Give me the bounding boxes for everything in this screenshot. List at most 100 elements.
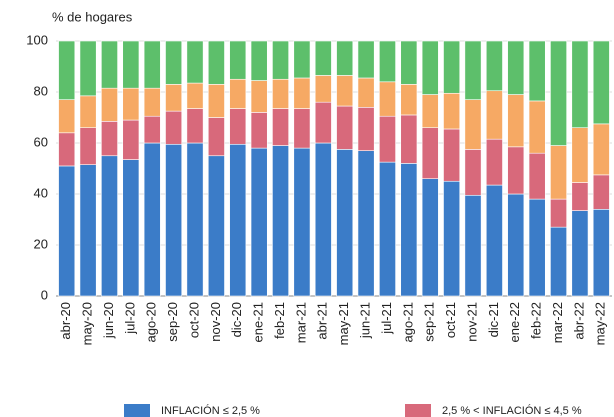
bar-segment — [79, 164, 97, 297]
bar-segment — [314, 40, 332, 76]
bar-segment — [443, 128, 461, 182]
bar-segment — [357, 150, 375, 297]
x-tick-label: mar-22 — [550, 302, 565, 343]
bar-segment — [165, 40, 183, 85]
bar-segment — [400, 114, 418, 164]
x-tick-label: dic-20 — [229, 302, 244, 337]
bar-segment — [485, 184, 503, 297]
x-tick-label: oct-20 — [186, 302, 201, 338]
bar-segment — [122, 40, 140, 89]
bar-segment — [421, 127, 439, 179]
bar-segment — [314, 75, 332, 103]
bar-segment — [272, 40, 289, 80]
bar-segment — [165, 84, 183, 112]
x-tick-label: dic-21 — [486, 302, 501, 337]
bar-segment — [272, 108, 289, 146]
bar-segment — [571, 127, 589, 183]
bar-segment — [336, 75, 354, 107]
bar-segment — [464, 149, 482, 196]
bar-segment — [379, 40, 396, 83]
bar-segment — [272, 78, 289, 109]
bar-segment — [550, 226, 567, 297]
x-tick-label: sep-21 — [422, 302, 437, 342]
bar-segment — [122, 119, 140, 160]
bar-segment — [272, 145, 289, 297]
bar-segment — [143, 142, 161, 297]
bar-segment — [79, 95, 97, 128]
bar-segment — [314, 101, 332, 144]
bar-segment — [207, 40, 225, 85]
bar-segment — [229, 40, 247, 80]
bar-segment — [186, 82, 204, 109]
bar-segment — [485, 40, 503, 92]
bar-segment — [229, 108, 247, 145]
bar-segment — [400, 163, 418, 297]
bar-segment — [464, 99, 482, 150]
bar-segment — [464, 40, 482, 100]
bar-segment — [58, 99, 76, 134]
x-tick-label: ago-21 — [400, 302, 415, 342]
bar-segment — [400, 84, 418, 116]
bar-segment — [250, 40, 268, 81]
bar-segment — [58, 165, 76, 297]
bar-segment — [592, 123, 610, 176]
bar-segment — [250, 147, 268, 297]
bar-segment — [207, 155, 225, 297]
y-tick-label: 100 — [26, 32, 48, 47]
x-tick-label: abr-21 — [315, 302, 330, 340]
bar-segment — [207, 117, 225, 157]
x-tick-label: jun-21 — [358, 302, 373, 339]
bar-segment — [379, 161, 396, 297]
bar-segment — [229, 143, 247, 297]
bar-segment — [122, 87, 140, 121]
bar-segment — [528, 40, 546, 102]
bar-segment — [592, 209, 610, 297]
bar-segment — [79, 40, 97, 97]
x-tick-label: abr-20 — [58, 302, 73, 340]
bar-segment — [357, 40, 375, 79]
x-tick-label: feb-22 — [529, 302, 544, 339]
bar-segment — [485, 90, 503, 140]
bar-segment — [421, 40, 439, 95]
bar-segment — [421, 94, 439, 129]
bar-segment — [314, 142, 332, 297]
x-tick-label: nov-21 — [464, 302, 479, 342]
bar-segment — [250, 80, 268, 113]
bar-segment — [186, 142, 204, 297]
bar-segment — [379, 115, 396, 163]
bar-segment — [143, 115, 161, 144]
bar-segment — [165, 143, 183, 297]
bar-segment — [443, 180, 461, 297]
bar-segment — [421, 178, 439, 297]
y-axis-label: % de hogares — [52, 9, 133, 24]
legend-label: 2,5 % < INFLACIÓN ≤ 4,5 % — [442, 404, 582, 417]
bar-segment — [571, 210, 589, 297]
bar-segment — [571, 182, 589, 211]
bar-segment — [336, 149, 354, 297]
bar-segment — [550, 40, 567, 146]
bar-segment — [101, 155, 118, 297]
bar-segment — [101, 40, 118, 89]
bar-segment — [122, 159, 140, 297]
bar-segment — [101, 87, 118, 122]
x-tick-label: nov-20 — [208, 302, 223, 342]
x-tick-label: feb-21 — [272, 302, 287, 339]
bar-segment — [293, 77, 311, 109]
x-tick-label: sep-20 — [165, 302, 180, 342]
bar-segment — [571, 40, 589, 128]
bar-segment — [464, 194, 482, 297]
x-tick-label: may-20 — [80, 302, 95, 345]
bar-segment — [507, 146, 525, 195]
x-tick-label: ene-22 — [507, 302, 522, 342]
bar-segment — [443, 92, 461, 130]
x-tick-label: jun-20 — [101, 302, 116, 339]
bar-segment — [357, 107, 375, 151]
bar-segment — [186, 108, 204, 144]
bar-segment — [229, 78, 247, 109]
bar-segment — [101, 121, 118, 157]
bar-segment — [592, 174, 610, 210]
bar-segment — [592, 40, 610, 125]
bar-segment — [379, 81, 396, 117]
bar-segment — [528, 198, 546, 297]
